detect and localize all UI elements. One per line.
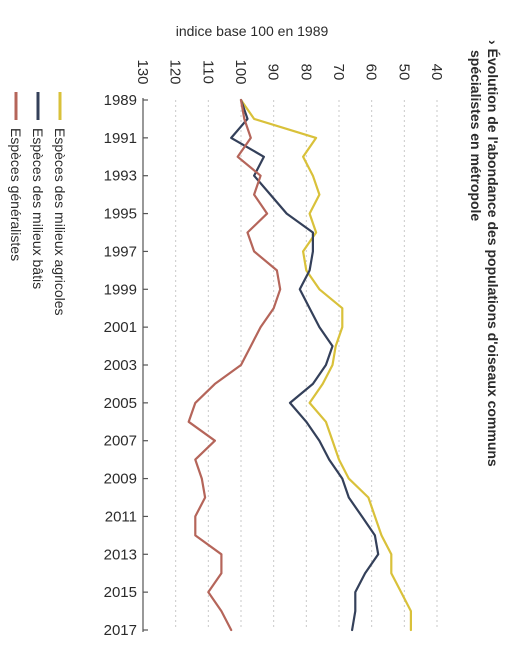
- series-line-1: [239, 98, 412, 632]
- chart-title-line-1: › Évolution de l'abondance des populatio…: [485, 40, 501, 467]
- year-tick-label: 2013: [104, 546, 137, 563]
- year-tick-label: 2017: [104, 622, 137, 639]
- value-tick-label: 50: [395, 64, 412, 81]
- legend-label-3: Espèces généralistes: [8, 128, 24, 261]
- year-tick-label: 1989: [104, 92, 137, 109]
- chart-title: › Évolution de l'abondance des populatio…: [468, 40, 501, 467]
- year-tick-label: 1993: [104, 168, 137, 185]
- chart-text: 1989 1991 1993 1995 1997 1999 2001 2003 2005 2007…: [8, 23, 501, 639]
- year-tick-label: 2007: [104, 433, 137, 450]
- legend-label-2: Espèces des milieux bâtis: [30, 128, 46, 289]
- value-axis-label: indice base 100 en 1989: [176, 23, 329, 39]
- year-tick-label: 2015: [104, 584, 137, 601]
- legend-label-1: Espèces des milieux agricoles: [52, 128, 68, 316]
- year-tick-label: 1991: [104, 130, 137, 147]
- value-tick-label: 100: [232, 59, 249, 84]
- value-tick-label: 110: [199, 60, 216, 84]
- axes: [142, 98, 148, 632]
- series-lines: [187, 98, 412, 632]
- year-tick-label: 2011: [105, 508, 137, 525]
- series-line-2: [230, 98, 380, 632]
- year-tick-label: 1997: [104, 243, 137, 260]
- chart-title-line-2: spécialistes en métropole: [468, 50, 484, 221]
- series-line-3: [187, 98, 282, 632]
- value-tick-label: 90: [265, 64, 282, 81]
- year-tick-label: 2001: [104, 319, 137, 336]
- year-tick-label: 2003: [104, 357, 137, 374]
- grid: [142, 100, 438, 630]
- year-tick-label: 1995: [104, 206, 137, 223]
- value-tick-label: 40: [428, 64, 445, 81]
- value-tick-label: 130: [134, 59, 151, 84]
- value-tick-label: 70: [330, 64, 347, 81]
- year-tick-label: 2009: [104, 471, 137, 488]
- value-tick-label: 60: [363, 64, 380, 81]
- year-tick-label: 1999: [104, 281, 137, 298]
- year-tick-label: 2005: [104, 395, 137, 412]
- value-tick-label: 120: [167, 59, 184, 84]
- value-tick-label: 80: [297, 64, 314, 81]
